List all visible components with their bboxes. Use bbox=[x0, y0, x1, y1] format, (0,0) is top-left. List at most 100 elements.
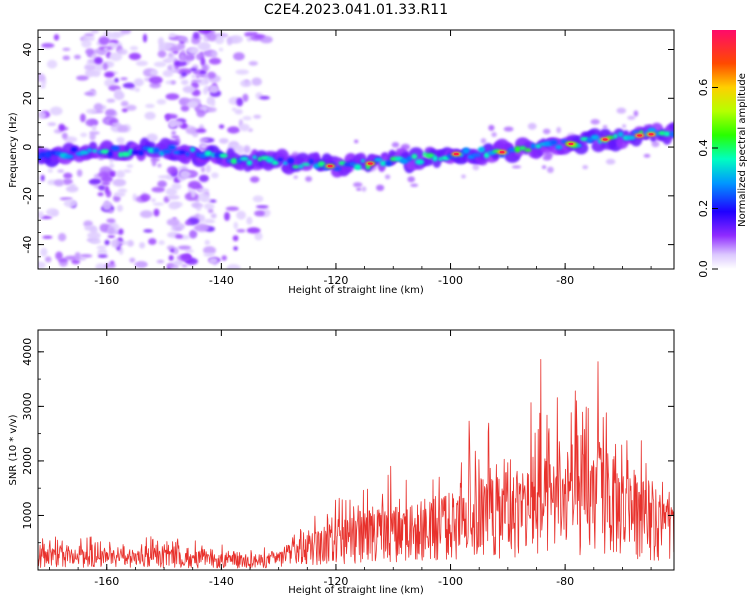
ridge-core bbox=[632, 130, 641, 135]
ridge-core bbox=[301, 162, 311, 166]
noise-blob bbox=[73, 54, 81, 60]
y-tick-label: 20 bbox=[21, 91, 34, 105]
noise-blob bbox=[184, 249, 194, 253]
ridge-core bbox=[385, 160, 393, 167]
noise-blob bbox=[84, 92, 95, 96]
noise-blob bbox=[174, 227, 182, 231]
ridge-core bbox=[147, 147, 156, 154]
colorbar-tick-label: 0.6 bbox=[697, 79, 710, 97]
x-tick-label: -160 bbox=[94, 575, 119, 588]
ridge-core bbox=[425, 153, 435, 159]
noise-blob bbox=[63, 199, 77, 208]
noise-blob bbox=[89, 132, 96, 141]
noise-blob bbox=[204, 239, 210, 246]
noise-blob bbox=[224, 211, 230, 221]
noise-blob bbox=[162, 70, 174, 77]
ridge-peak-core bbox=[453, 152, 459, 156]
noise-blob bbox=[167, 52, 174, 58]
noise-blob bbox=[179, 53, 186, 62]
noise-blob bbox=[198, 214, 206, 223]
ridge-core bbox=[577, 144, 582, 148]
noise-blob bbox=[62, 55, 71, 61]
noise-blob bbox=[165, 93, 180, 100]
noise-blob bbox=[38, 211, 44, 219]
noise-blob bbox=[191, 79, 202, 83]
noise-blob bbox=[186, 47, 199, 54]
noise-blob bbox=[181, 49, 186, 54]
figure-title: C2E4.2023.041.01.33.R11 bbox=[264, 2, 448, 18]
x-tick-label: -100 bbox=[438, 575, 463, 588]
noise-blob bbox=[190, 189, 196, 198]
noise-blob bbox=[157, 163, 162, 168]
noise-blob bbox=[88, 179, 101, 185]
noise-blob bbox=[254, 210, 265, 217]
noise-blob bbox=[97, 192, 104, 197]
noise-blob bbox=[221, 255, 227, 261]
noise-blob bbox=[407, 176, 416, 183]
noise-blob bbox=[38, 261, 46, 269]
noise-blob bbox=[166, 166, 178, 175]
noise-blob bbox=[151, 198, 156, 203]
ridge-core bbox=[271, 160, 279, 165]
noise-blob bbox=[64, 255, 78, 261]
noise-blob bbox=[58, 233, 67, 242]
noise-blob bbox=[200, 143, 209, 149]
noise-blob bbox=[254, 232, 263, 241]
colorbar-gradient bbox=[712, 30, 736, 269]
noise-blob bbox=[197, 188, 210, 193]
ridge-core bbox=[70, 146, 78, 153]
noise-blob bbox=[410, 183, 419, 187]
ridge-core bbox=[252, 155, 258, 160]
ridge-core bbox=[237, 158, 242, 164]
noise-blob bbox=[239, 123, 250, 132]
noise-blob bbox=[96, 245, 107, 250]
ridge-core bbox=[219, 153, 228, 158]
noise-blob bbox=[41, 43, 55, 48]
noise-blob bbox=[149, 82, 161, 89]
noise-blob bbox=[152, 202, 165, 206]
noise-blob bbox=[511, 165, 522, 169]
noise-blob bbox=[44, 256, 52, 263]
x-tick-label: -80 bbox=[556, 575, 574, 588]
noise-blob bbox=[251, 77, 262, 86]
ridge-core bbox=[406, 156, 412, 162]
noise-blob bbox=[233, 52, 245, 61]
y-tick-label: 0 bbox=[21, 144, 34, 151]
noise-blob bbox=[49, 106, 63, 116]
noise-blob bbox=[192, 31, 200, 40]
snr-y-axis-label: SNR (10 * v/v) bbox=[8, 414, 19, 485]
noise-blob bbox=[195, 223, 209, 232]
ridge-core bbox=[353, 164, 362, 170]
ridge-core bbox=[189, 146, 196, 153]
ridge-core bbox=[379, 160, 388, 166]
ridge-peak-core bbox=[602, 138, 608, 141]
noise-blob bbox=[143, 229, 153, 233]
ridge-halo bbox=[419, 157, 434, 167]
noise-blob bbox=[135, 60, 148, 66]
snr-x-ticks: -160 -140 -120 -100 -80 bbox=[49, 330, 652, 588]
colorbar-tick-label: 0.0 bbox=[697, 260, 710, 278]
noise-blob bbox=[46, 59, 58, 69]
noise-blob bbox=[157, 50, 167, 58]
noise-blob bbox=[191, 74, 196, 79]
noise-blob bbox=[112, 178, 127, 187]
noise-blob bbox=[209, 85, 219, 94]
noise-blob bbox=[189, 67, 198, 72]
ridge-core bbox=[292, 165, 300, 169]
noise-blob bbox=[63, 172, 73, 179]
noise-blob bbox=[173, 266, 179, 269]
noise-blob bbox=[103, 47, 108, 52]
noise-blob bbox=[253, 114, 262, 119]
noise-blob bbox=[165, 187, 178, 196]
noise-blob bbox=[108, 209, 114, 214]
noise-blob bbox=[40, 247, 48, 257]
colorbar-label: Normalized spectral amplitude bbox=[737, 73, 748, 227]
noise-blob bbox=[177, 68, 192, 75]
noise-blob bbox=[113, 191, 126, 197]
spectrogram-x-axis-label: Height of straight line (km) bbox=[288, 285, 424, 296]
noise-blob bbox=[116, 204, 123, 212]
noise-blob bbox=[181, 264, 188, 268]
noise-blob bbox=[120, 100, 129, 107]
noise-blob bbox=[542, 128, 551, 135]
ridge-core bbox=[87, 148, 93, 153]
